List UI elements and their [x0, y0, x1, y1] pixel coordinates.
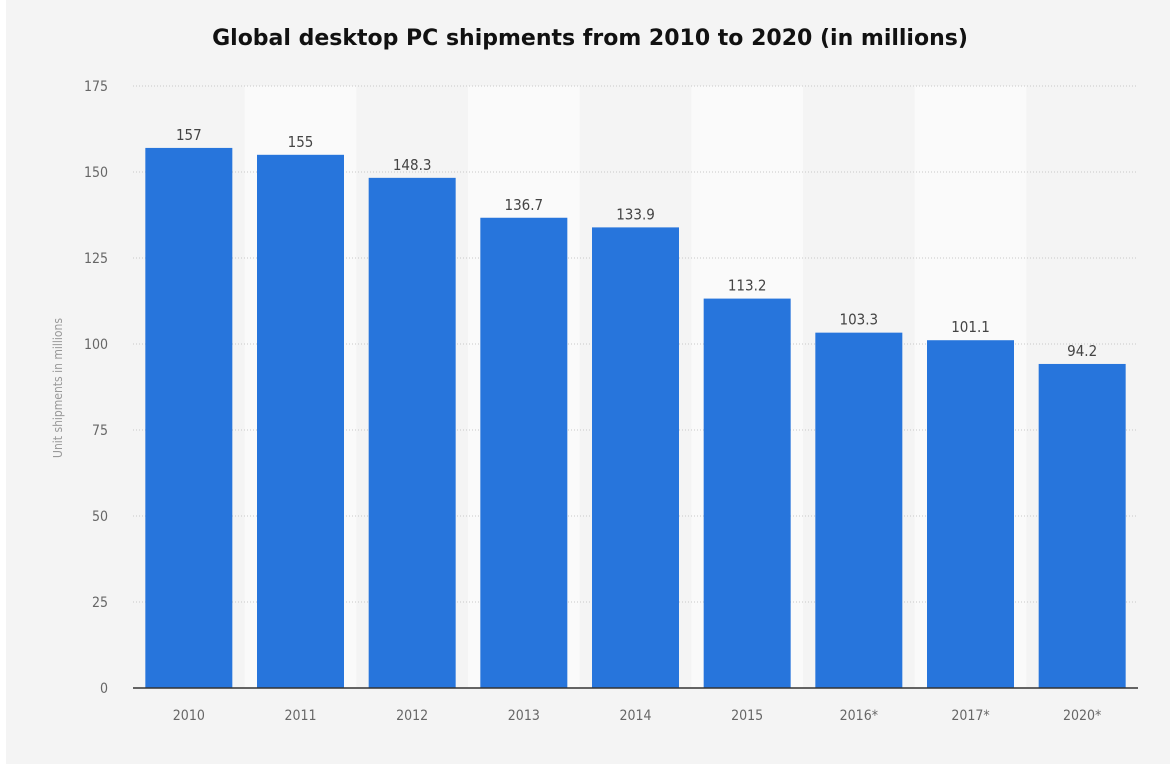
- y-tick-label-25: 25: [92, 595, 108, 611]
- x-tick-label-2010: 2010: [173, 708, 205, 724]
- x-tick-label-2012: 2012: [396, 708, 428, 724]
- bar-2012: [368, 177, 456, 688]
- x-tick-label-2013: 2013: [508, 708, 540, 724]
- x-tick-label-2017*: 2017*: [951, 708, 989, 724]
- y-tick-label-75: 75: [92, 423, 108, 439]
- y-tick-label-100: 100: [84, 337, 108, 353]
- x-tick-label-2011: 2011: [284, 708, 316, 724]
- bar-2016*: [815, 332, 903, 688]
- y-axis-label: Unit shipments in millions: [51, 318, 65, 458]
- y-tick-label-0: 0: [100, 681, 108, 697]
- data-label-2016*: 103.3: [840, 311, 879, 329]
- data-label-2012: 148.3: [393, 156, 432, 174]
- data-label-2010: 157: [176, 126, 202, 144]
- chart-title: Global desktop PC shipments from 2010 to…: [212, 26, 968, 51]
- data-label-2013: 136.7: [505, 196, 544, 214]
- data-label-2020*: 94.2: [1067, 342, 1097, 360]
- data-label-2011: 155: [288, 133, 314, 151]
- bar-2014: [592, 227, 679, 688]
- bar-2015: [703, 298, 791, 688]
- bar-2010: [145, 147, 233, 689]
- x-tick-label-2020*: 2020*: [1063, 708, 1101, 724]
- y-tick-label-175: 175: [84, 79, 108, 95]
- y-tick-label-50: 50: [92, 509, 108, 525]
- bar-2013: [480, 217, 568, 688]
- data-label-2014: 133.9: [616, 205, 655, 223]
- data-label-2015: 113.2: [728, 277, 767, 295]
- bar-2011: [257, 154, 344, 689]
- x-tick-label-2014: 2014: [619, 708, 651, 724]
- x-tick-label-2015: 2015: [731, 708, 763, 724]
- x-tick-label-2016*: 2016*: [840, 708, 878, 724]
- y-tick-label-150: 150: [84, 165, 108, 181]
- data-label-2017*: 101.1: [951, 318, 990, 336]
- bar-2020*: [1038, 363, 1126, 688]
- y-tick-label-125: 125: [84, 251, 108, 267]
- bar-2017*: [927, 340, 1014, 688]
